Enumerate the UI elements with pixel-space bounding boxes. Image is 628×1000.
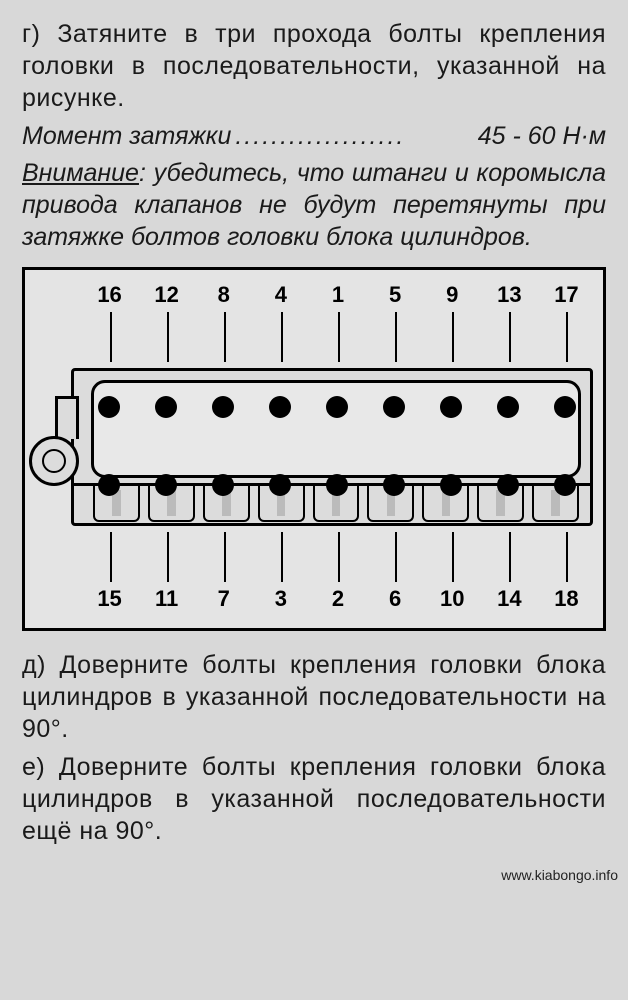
tick-line (481, 532, 538, 582)
bolt-dot (195, 396, 252, 418)
step-e-text: е) Доверните болты крепления го­ловки бл… (22, 751, 606, 847)
torque-dots: ................... (231, 122, 477, 151)
tick-line (195, 532, 252, 582)
bolt-number: 6 (367, 586, 424, 612)
source-site: www.kiabongo.info (0, 863, 628, 889)
torque-value: 45 - 60 Н·м (478, 122, 606, 151)
bolt-number: 2 (309, 586, 366, 612)
bolt-dot (138, 396, 195, 418)
bolt-number: 11 (138, 586, 195, 612)
bolt-dot (536, 474, 593, 496)
bolt-dot (422, 474, 479, 496)
tick-line (195, 312, 252, 362)
mount-circle (29, 436, 79, 486)
tick-line (138, 312, 195, 362)
bolt-number: 14 (481, 586, 538, 612)
bolt-sequence-diagram: 1612841591317 15117326101418 (22, 267, 606, 631)
tick-line (252, 312, 309, 362)
top-tick-row (33, 312, 595, 362)
bolt-number: 10 (424, 586, 481, 612)
bolt-number: 4 (252, 282, 309, 308)
side-mount (29, 396, 73, 486)
bolt-number: 17 (538, 282, 595, 308)
tick-line (367, 532, 424, 582)
bolt-number: 3 (252, 586, 309, 612)
bolt-number: 16 (81, 282, 138, 308)
tick-line (81, 532, 138, 582)
tick-line (138, 532, 195, 582)
tick-line (309, 312, 366, 362)
bottom-number-row: 15117326101418 (33, 586, 595, 612)
bolt-number: 5 (367, 282, 424, 308)
cylinder-head-illustration (33, 362, 595, 532)
bolt-dot (536, 396, 593, 418)
bolt-number: 13 (481, 282, 538, 308)
top-number-row: 1612841591317 (33, 282, 595, 308)
bolt-dot (81, 396, 138, 418)
bolt-dot (309, 396, 366, 418)
tick-line (81, 312, 138, 362)
tick-line (481, 312, 538, 362)
bolt-number: 9 (424, 282, 481, 308)
bolt-dot (422, 396, 479, 418)
torque-label: Момент затяжки (22, 122, 231, 151)
bolt-dot (195, 474, 252, 496)
bolt-dot (309, 474, 366, 496)
bolt-number: 8 (195, 282, 252, 308)
warning-lead: Внимание (22, 159, 139, 187)
bolt-number: 15 (81, 586, 138, 612)
step-g-text: г) Затяните в три прохода болты креплени… (22, 18, 606, 114)
tick-line (309, 532, 366, 582)
bolt-dot (252, 474, 309, 496)
bolt-number: 12 (138, 282, 195, 308)
tick-line (252, 532, 309, 582)
bolt-dot (81, 474, 138, 496)
tick-line (538, 312, 595, 362)
bolt-row-top (81, 396, 593, 418)
bolt-dot (252, 396, 309, 418)
bolt-dot (479, 396, 536, 418)
bottom-tick-row (33, 532, 595, 582)
tick-line (538, 532, 595, 582)
step-d-text: д) Доверните болты крепления го­ловки бл… (22, 649, 606, 745)
warning-text: Внимание: убедитесь, что штанги и коромы… (22, 157, 606, 253)
mount-stem (55, 396, 79, 439)
bolt-row-bottom (81, 474, 593, 496)
bolt-number: 7 (195, 586, 252, 612)
gasket-outline (91, 380, 581, 478)
bolt-dot (365, 396, 422, 418)
bolt-number: 1 (309, 282, 366, 308)
tick-line (367, 312, 424, 362)
bolt-dot (479, 474, 536, 496)
tick-line (424, 532, 481, 582)
torque-spec: Момент затяжки ................... 45 - … (22, 122, 606, 151)
bolt-dot (365, 474, 422, 496)
bolt-dot (138, 474, 195, 496)
tick-line (424, 312, 481, 362)
bolt-number: 18 (538, 586, 595, 612)
